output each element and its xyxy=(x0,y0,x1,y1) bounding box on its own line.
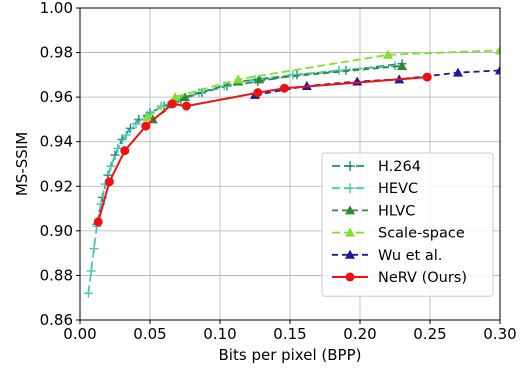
legend-entry: HLVC xyxy=(332,203,415,219)
legend-label: Scale-space xyxy=(378,226,465,242)
data-point xyxy=(334,65,344,75)
y-tick-label: 1.00 xyxy=(40,0,73,17)
data-point xyxy=(254,74,265,84)
data-point xyxy=(117,134,127,144)
legend-label: NeRV (Ours) xyxy=(378,270,467,286)
x-tick-label: 0.25 xyxy=(413,325,446,343)
legend-entry: Scale-space xyxy=(332,226,465,242)
data-point xyxy=(345,249,355,259)
legend-entry: HEVC xyxy=(332,181,418,197)
y-tick-label: 0.96 xyxy=(40,88,73,106)
data-point xyxy=(106,161,116,171)
legend-label: HLVC xyxy=(378,203,415,219)
legend-entry: Wu et al. xyxy=(332,248,442,264)
data-point xyxy=(383,49,393,59)
data-point xyxy=(156,101,166,111)
data-point xyxy=(170,92,181,102)
series-line xyxy=(146,49,500,118)
data-point xyxy=(397,60,407,70)
x-tick-label: 0.00 xyxy=(63,325,96,343)
data-point xyxy=(181,101,191,111)
data-point xyxy=(110,150,120,160)
y-tick-label: 0.90 xyxy=(40,222,73,240)
data-point xyxy=(345,205,355,215)
y-tick-label: 0.86 xyxy=(40,311,73,329)
data-point xyxy=(495,65,500,75)
data-point xyxy=(142,112,153,122)
data-point xyxy=(345,183,355,194)
data-point xyxy=(279,83,289,93)
data-point xyxy=(113,143,123,153)
data-point xyxy=(288,70,298,80)
x-tick-label: 0.15 xyxy=(273,325,306,343)
data-point xyxy=(104,177,114,187)
data-point xyxy=(422,72,432,82)
legend-entry: H.264 xyxy=(332,159,421,175)
data-point xyxy=(131,119,141,129)
legend-entry: NeRV (Ours) xyxy=(332,270,467,286)
legend-label: Wu et al. xyxy=(378,248,442,264)
x-tick-label: 0.20 xyxy=(343,325,376,343)
series-line xyxy=(254,69,500,96)
data-point xyxy=(345,227,355,237)
y-tick-label: 0.88 xyxy=(40,266,73,284)
axis-ticks: 0.00 0.05 0.10 0.15 0.20 0.25 0.30 0.86 0.88 0.90… xyxy=(40,0,517,343)
data-point xyxy=(345,272,355,282)
y-axis-label: MS-SSIM xyxy=(13,132,31,196)
series-nerv-ours xyxy=(93,72,432,227)
series-hlvc xyxy=(147,60,407,124)
legend: H.264 HEVC HLVC Scale-space Wu et al. NeRV (O… xyxy=(321,152,494,297)
data-point xyxy=(86,266,96,276)
data-point xyxy=(141,121,151,131)
legend-box xyxy=(321,152,494,297)
y-tick-label: 0.98 xyxy=(40,44,73,62)
x-tick-label: 0.05 xyxy=(133,325,166,343)
data-point xyxy=(121,130,131,140)
plot-area xyxy=(83,45,500,298)
data-point xyxy=(345,161,355,171)
legend-label: HEVC xyxy=(378,181,418,197)
data-point xyxy=(233,74,244,84)
data-point xyxy=(495,45,500,55)
data-point xyxy=(180,92,190,102)
data-point xyxy=(352,76,363,86)
data-point xyxy=(453,67,463,77)
legend-label: H.264 xyxy=(378,159,421,175)
x-tick-label: 0.10 xyxy=(203,325,236,343)
y-tick-label: 0.92 xyxy=(40,177,73,195)
x-axis-label: Bits per pixel (BPP) xyxy=(219,346,362,364)
y-tick-label: 0.94 xyxy=(40,133,73,151)
data-point xyxy=(93,217,103,227)
series-scale-space xyxy=(142,45,500,122)
data-point xyxy=(167,99,177,109)
data-point xyxy=(253,88,263,98)
data-point xyxy=(83,288,93,298)
data-point xyxy=(89,244,99,254)
x-tick-label: 0.30 xyxy=(483,325,516,343)
data-point xyxy=(120,146,130,156)
